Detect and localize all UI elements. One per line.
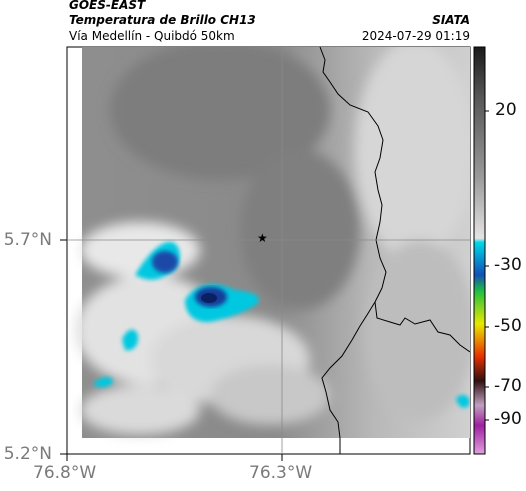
colorbar-label: 20 [495, 100, 517, 120]
source-label: SIATA [432, 13, 470, 27]
boundary-line-south [321, 301, 376, 454]
region-label: Vía Medellín - Quibdó 50km [69, 29, 235, 43]
colorbar-label: -50 [494, 316, 522, 336]
lon-label: 76.3°W [249, 463, 313, 483]
cold-cloud-cells [93, 241, 470, 408]
lat-label: 5.7°N [3, 230, 52, 250]
lon-label: 76.8°W [33, 463, 97, 483]
lat-label: 5.2°N [3, 444, 52, 464]
colorbar [473, 46, 486, 455]
imagery-layer [67, 47, 470, 454]
colorbar-label: -30 [494, 255, 522, 275]
product-title: Temperatura de Brillo CH13 [69, 13, 256, 27]
datetime-label: 2024-07-29 01:19 [361, 29, 470, 43]
colorbar-label: -70 [494, 376, 522, 396]
colorbar-label: -90 [494, 409, 522, 429]
satellite-name: GOES-EAST [69, 0, 146, 12]
star-marker-icon: ★ [257, 231, 268, 245]
